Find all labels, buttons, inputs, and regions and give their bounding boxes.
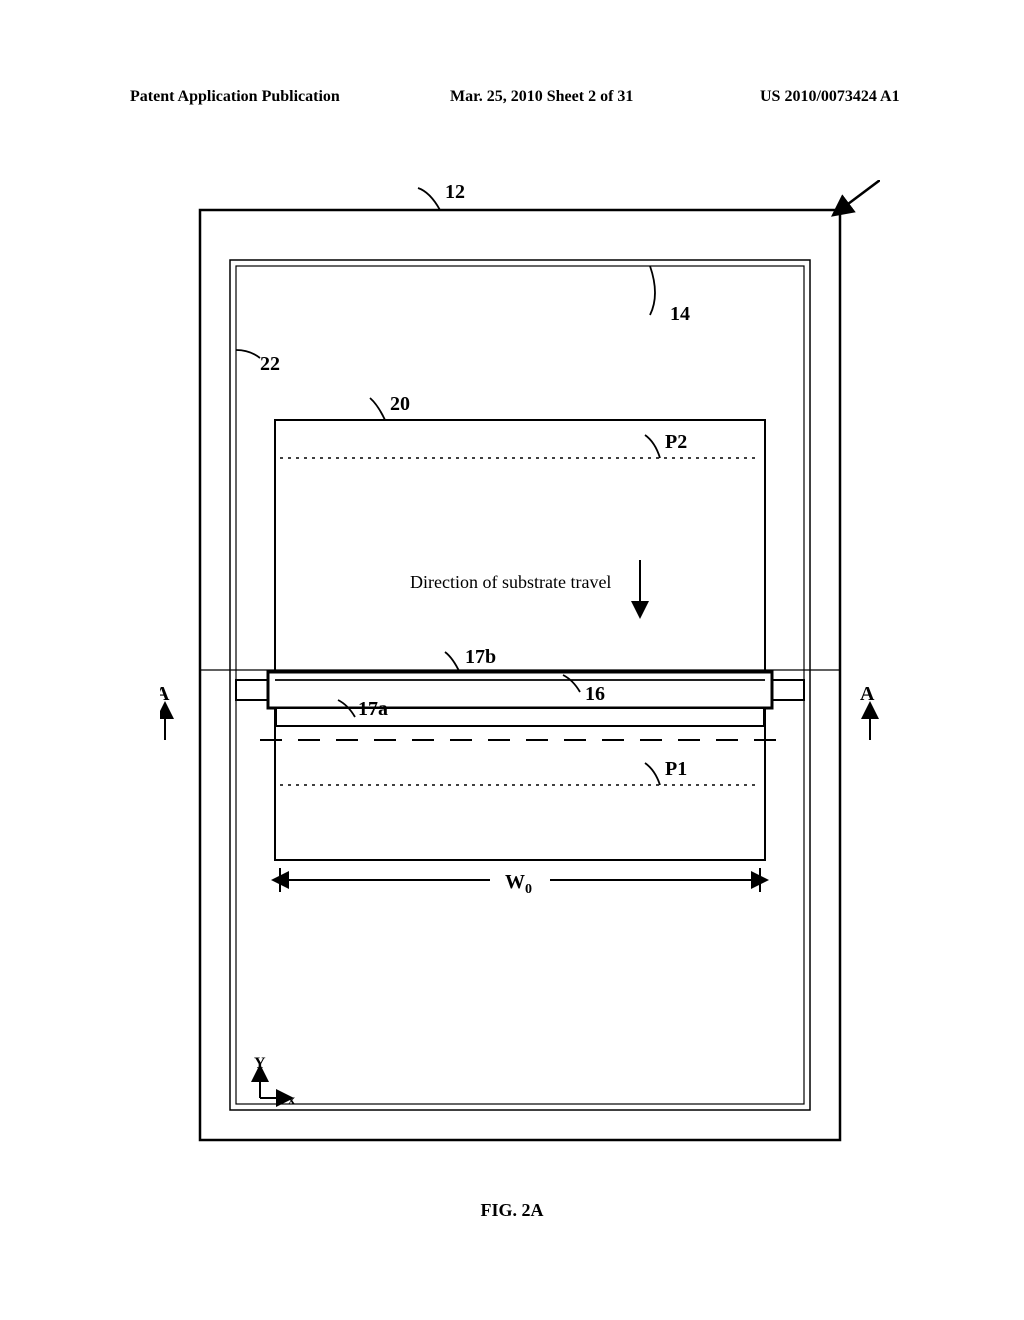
direction-text: Direction of substrate travel [410,572,611,592]
svg-text:x: x [288,1093,295,1108]
leader-10a: 10a [840,180,880,210]
leader-12: 12 [418,181,465,210]
axes: Y x [254,1055,295,1108]
substrate-zone [275,420,765,860]
leader-14: 14 [650,266,690,325]
printhead-17a [276,708,764,726]
svg-text:17a: 17a [358,698,388,720]
svg-text:16: 16 [585,683,605,705]
leader-p1: P1 [645,758,687,785]
leader-20: 20 [370,393,410,420]
svg-text:A: A [160,683,170,705]
svg-text:Y: Y [254,1055,266,1072]
leader-17b: 17b [445,646,496,673]
svg-text:22: 22 [260,353,280,375]
svg-text:12: 12 [445,181,465,203]
svg-text:14: 14 [670,303,690,325]
svg-text:P1: P1 [665,758,687,780]
section-a-left: A [160,683,170,740]
figure-2a: W0 Direction of substrate travel A A 10a… [160,180,880,1170]
figure-caption: FIG. 2A [0,1200,1024,1221]
leader-22: 22 [236,350,280,375]
section-a-right: A [860,683,875,740]
header-center: Mar. 25, 2010 Sheet 2 of 31 [450,88,633,106]
svg-text:P2: P2 [665,431,687,453]
header-right: US 2010/0073424 A1 [760,88,900,106]
header-left: Patent Application Publication [130,88,340,106]
svg-text:A: A [860,683,875,705]
svg-text:17b: 17b [465,646,496,668]
leader-p2: P2 [645,431,687,458]
svg-text:20: 20 [390,393,410,415]
svg-text:10a: 10a [858,180,880,182]
